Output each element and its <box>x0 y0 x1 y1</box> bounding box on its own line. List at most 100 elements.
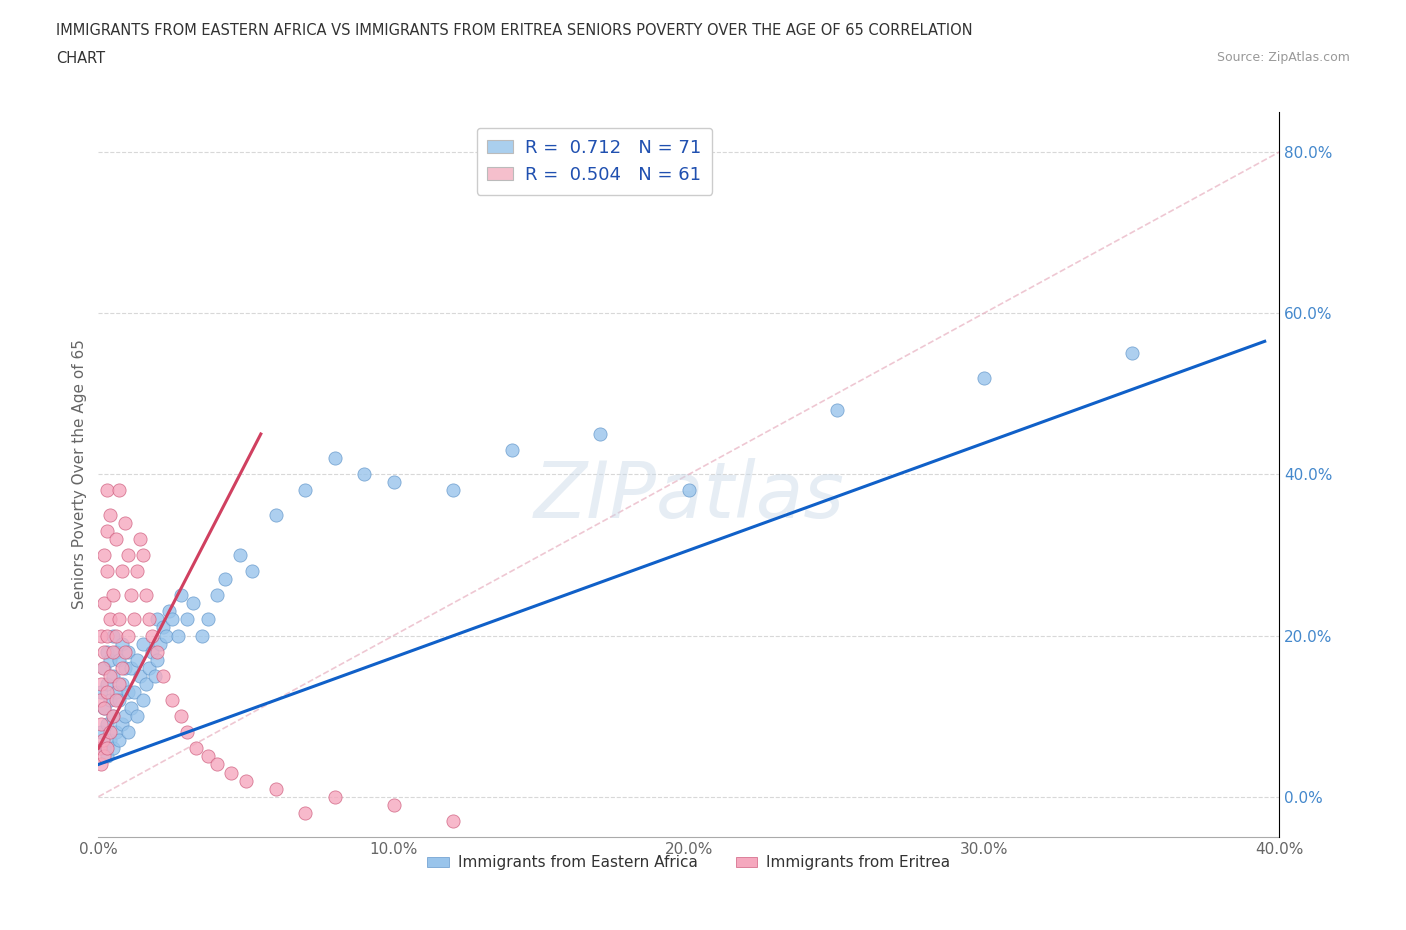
Point <box>235 773 257 788</box>
Point <box>170 709 193 724</box>
Point <box>205 588 228 603</box>
Point <box>103 709 125 724</box>
Point <box>91 660 114 675</box>
Point <box>108 483 131 498</box>
Point <box>167 628 190 643</box>
Point <box>90 757 112 772</box>
Point <box>105 531 128 546</box>
Point <box>128 669 150 684</box>
Point <box>214 572 236 587</box>
Point <box>103 588 125 603</box>
Point <box>382 797 405 812</box>
Point <box>96 717 118 732</box>
Point <box>441 483 464 498</box>
Point <box>152 620 174 635</box>
Point <box>89 741 111 756</box>
Point <box>96 741 118 756</box>
Point <box>103 741 125 756</box>
Point <box>111 636 134 651</box>
Point <box>353 467 375 482</box>
Point <box>105 628 128 643</box>
Point <box>91 733 114 748</box>
Point <box>98 669 121 684</box>
Point <box>103 669 125 684</box>
Point <box>205 757 228 772</box>
Point <box>197 749 219 764</box>
Point <box>323 451 346 466</box>
Point <box>125 709 148 724</box>
Point <box>114 515 136 530</box>
Point <box>162 612 183 627</box>
Point <box>105 684 128 699</box>
Point <box>90 684 112 699</box>
Point <box>103 709 125 724</box>
Point <box>111 660 134 675</box>
Point <box>973 370 995 385</box>
Point <box>191 628 214 643</box>
Point <box>120 588 142 603</box>
Point <box>294 805 316 820</box>
Point <box>103 644 125 659</box>
Point <box>105 693 128 708</box>
Point <box>98 693 121 708</box>
Point <box>149 636 172 651</box>
Point <box>264 507 287 522</box>
Point <box>128 531 150 546</box>
Point <box>382 475 405 490</box>
Point <box>117 628 139 643</box>
Point <box>93 700 115 715</box>
Point <box>90 717 112 732</box>
Point <box>229 548 252 563</box>
Point <box>152 669 174 684</box>
Point <box>111 676 134 691</box>
Point <box>96 676 118 691</box>
Point <box>96 564 118 578</box>
Point <box>138 660 160 675</box>
Point <box>108 693 131 708</box>
Point <box>117 644 139 659</box>
Point <box>105 644 128 659</box>
Point <box>125 564 148 578</box>
Point <box>108 652 131 667</box>
Point <box>176 612 198 627</box>
Point <box>122 684 145 699</box>
Point <box>181 596 204 611</box>
Point <box>96 644 118 659</box>
Point <box>441 814 464 829</box>
Point <box>89 693 111 708</box>
Point <box>90 724 112 739</box>
Point <box>111 717 134 732</box>
Point <box>96 483 118 498</box>
Point <box>98 733 121 748</box>
Point <box>108 612 131 627</box>
Point <box>146 612 169 627</box>
Point <box>155 628 177 643</box>
Point <box>162 693 183 708</box>
Point <box>501 443 523 458</box>
Point <box>176 724 198 739</box>
Point <box>93 660 115 675</box>
Text: Source: ZipAtlas.com: Source: ZipAtlas.com <box>1216 51 1350 64</box>
Point <box>125 652 148 667</box>
Point <box>105 724 128 739</box>
Point <box>132 636 155 651</box>
Point <box>93 741 115 756</box>
Point <box>114 660 136 675</box>
Point <box>141 644 163 659</box>
Point <box>184 741 207 756</box>
Text: CHART: CHART <box>56 51 105 66</box>
Point <box>90 628 112 643</box>
Point <box>294 483 316 498</box>
Point <box>197 612 219 627</box>
Point <box>117 548 139 563</box>
Point <box>132 693 155 708</box>
Y-axis label: Seniors Poverty Over the Age of 65: Seniors Poverty Over the Age of 65 <box>72 339 87 609</box>
Point <box>120 700 142 715</box>
Point <box>96 524 118 538</box>
Point <box>108 676 131 691</box>
Point <box>98 652 121 667</box>
Point <box>323 790 346 804</box>
Point <box>98 724 121 739</box>
Point <box>825 403 848 418</box>
Point <box>120 660 142 675</box>
